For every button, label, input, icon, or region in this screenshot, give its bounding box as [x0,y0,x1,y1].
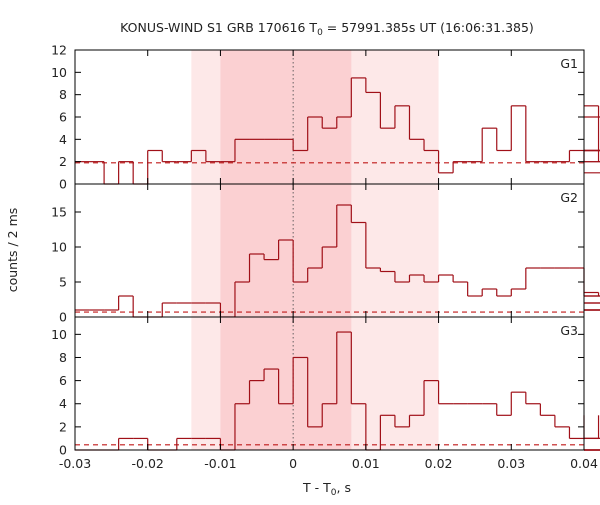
x-tick-label: 0.02 [425,456,453,471]
y-tick-label: 10 [51,65,67,80]
histogram-g3 [75,331,600,451]
x-tick-label: -0.02 [132,456,164,471]
x-axis-label-subscript: 0 [331,488,337,498]
shaded-interval-inner [220,184,352,317]
plot-area: 0 2 4 6 8 10 12 G1 0 5 10 15 G2 0 2 4 6 8 10 G3 -0.03 -0.02 -0… [51,43,600,471]
x-tick-label: 0.03 [497,456,525,471]
shaded-interval-inner [220,50,352,184]
x-tick-label: 0.01 [352,456,380,471]
y-tick-label: 10 [51,327,67,342]
panel-frame [74,316,585,451]
y-tick-label: 2 [59,154,67,169]
panel-label: G1 [560,56,578,71]
y-tick-label: 0 [59,177,67,192]
y-tick-label: 4 [59,396,67,411]
y-tick-label: 6 [59,373,67,388]
x-tick-label: 0 [289,456,297,471]
y-tick-label: 8 [59,350,67,365]
panel-g1: 0 2 4 6 8 10 12 G1 [51,43,600,192]
y-tick-label: 0 [59,310,67,325]
y-axis-label: counts / 2 ms [5,208,20,293]
chart-title: KONUS-WIND S1 GRB 170616 T0 = 57991.385s… [120,20,534,38]
y-tick-label: 5 [59,275,67,290]
y-tick-label: 4 [59,132,67,147]
chart-title-subscript: 0 [317,28,323,38]
panel-label: G3 [560,323,578,338]
histogram-g2 [75,204,600,318]
y-tick-label: 8 [59,87,67,102]
panel-label: G2 [560,190,578,205]
y-tick-label: 10 [51,240,67,255]
y-tick-label: 0 [59,443,67,458]
x-axis-label-prefix: T - T [302,480,331,495]
y-tick-label: 15 [51,205,67,220]
x-tick-label: -0.03 [59,456,91,471]
x-axis-label-suffix: , s [337,480,351,495]
panel-g2: 0 5 10 15 G2 [51,183,600,325]
y-tick-label: 6 [59,110,67,125]
panel-g3: 0 2 4 6 8 10 G3 [51,316,600,458]
chart-title-prefix: KONUS-WIND S1 GRB 170616 T [120,20,317,35]
x-axis-label: T - T0, s [302,480,351,498]
y-tick-label: 2 [59,419,67,434]
x-tick-label: 0.04 [570,456,598,471]
shaded-interval-inner [220,317,352,450]
y-tick-label: 12 [51,43,67,58]
chart-title-suffix: = 57991.385s UT (16:06:31.385) [323,20,534,35]
x-tick-label: -0.01 [204,456,236,471]
